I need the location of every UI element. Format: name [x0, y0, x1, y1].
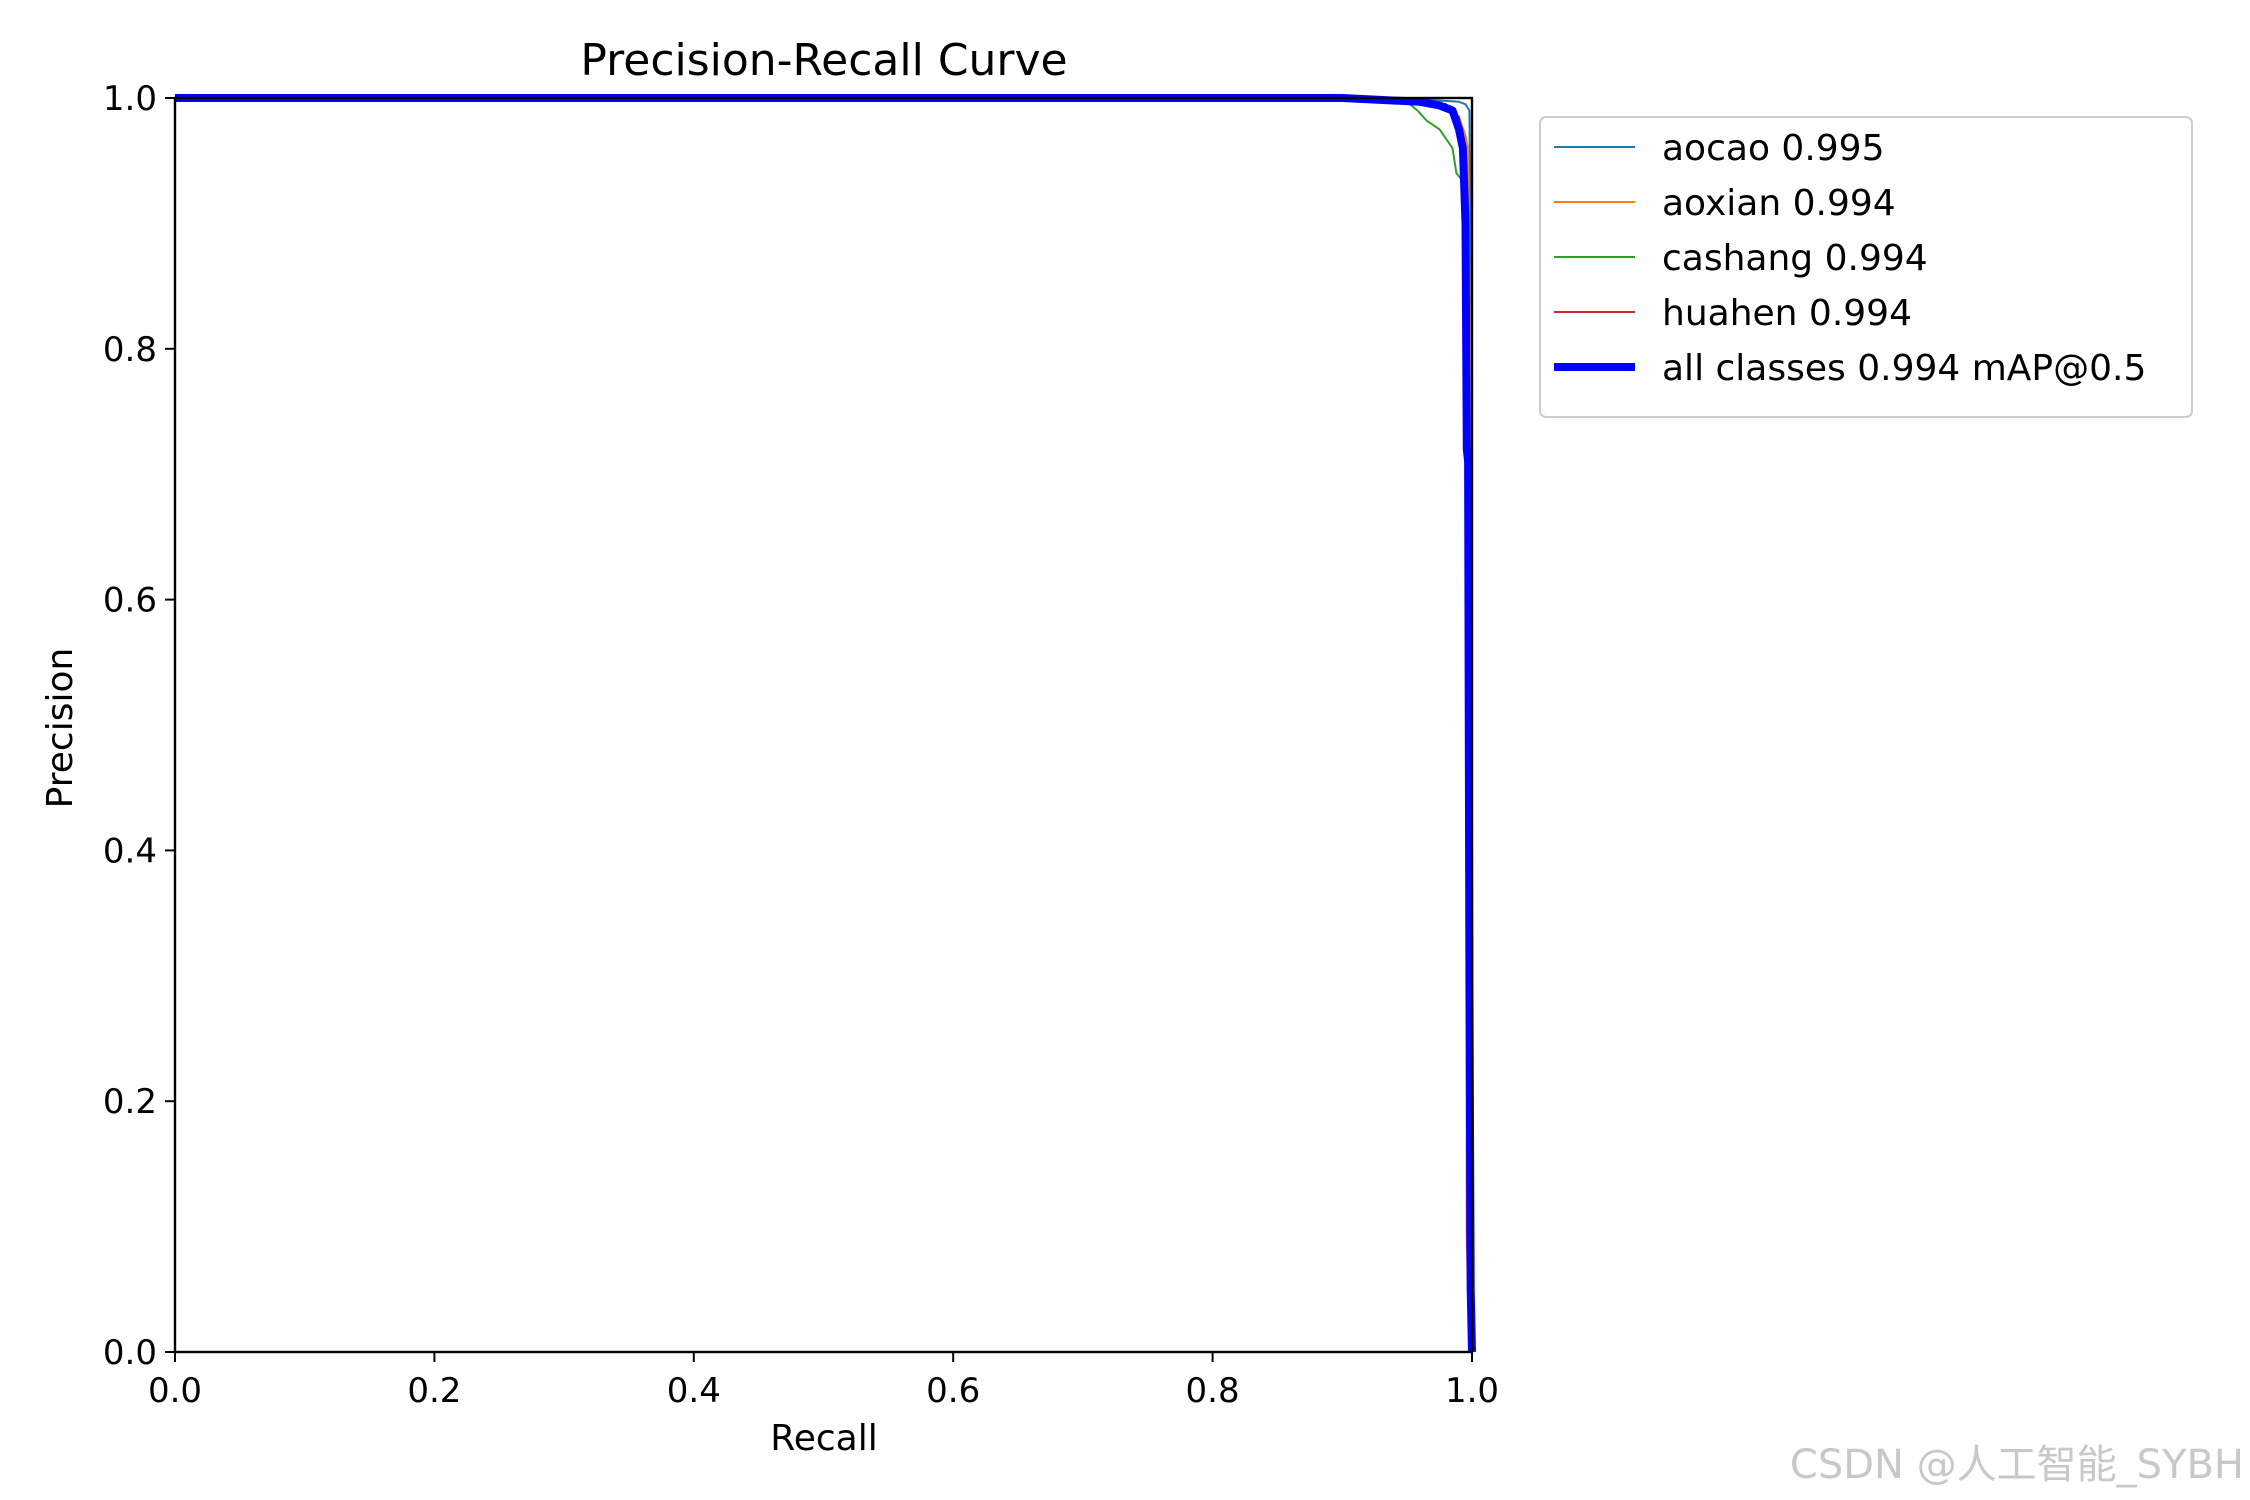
legend-entry-label: aoxian 0.994: [1662, 183, 1896, 224]
y-axis-ticks: 0.0 0.2 0.4 0.6 0.8 1.0: [103, 79, 175, 1373]
y-tick-label: 0.6: [103, 581, 157, 621]
y-tick-label: 0.0: [103, 1333, 157, 1373]
legend-entry-label: huahen 0.994: [1662, 293, 1912, 334]
x-axis-label: Recall: [770, 1418, 877, 1459]
watermark: CSDN @人工智能_SYBH: [1790, 1442, 2244, 1488]
y-tick-label: 1.0: [103, 79, 157, 119]
x-axis-ticks: 0.0 0.2 0.4 0.6 0.8 1.0: [148, 1352, 1499, 1411]
y-tick-label: 0.2: [103, 1082, 157, 1122]
legend-entry-label: all classes 0.994 mAP@0.5: [1662, 348, 2146, 389]
y-tick-label: 0.4: [103, 831, 157, 871]
plot-area: [175, 98, 1472, 1352]
x-tick-label: 0.4: [667, 1371, 721, 1411]
y-axis-label: Precision: [40, 648, 81, 809]
legend-box: [1539, 116, 2193, 418]
axes-spine: [173, 96, 1474, 1354]
axes-frame: [173, 96, 1474, 1354]
plot-background: [175, 98, 1472, 1352]
legend: aocao 0.995 aoxian 0.994 cashang 0.994 huah…: [1539, 116, 2193, 418]
x-tick-label: 1.0: [1445, 1371, 1499, 1411]
chart-title: Precision-Recall Curve: [580, 35, 1067, 86]
legend-entry-label: cashang 0.994: [1662, 238, 1928, 279]
x-tick-label: 0.8: [1186, 1371, 1240, 1411]
legend-entry-label: aocao 0.995: [1662, 128, 1884, 169]
x-tick-label: 0.6: [926, 1371, 980, 1411]
y-tick-label: 0.8: [103, 330, 157, 370]
x-tick-label: 0.2: [407, 1371, 461, 1411]
x-tick-label: 0.0: [148, 1371, 202, 1411]
